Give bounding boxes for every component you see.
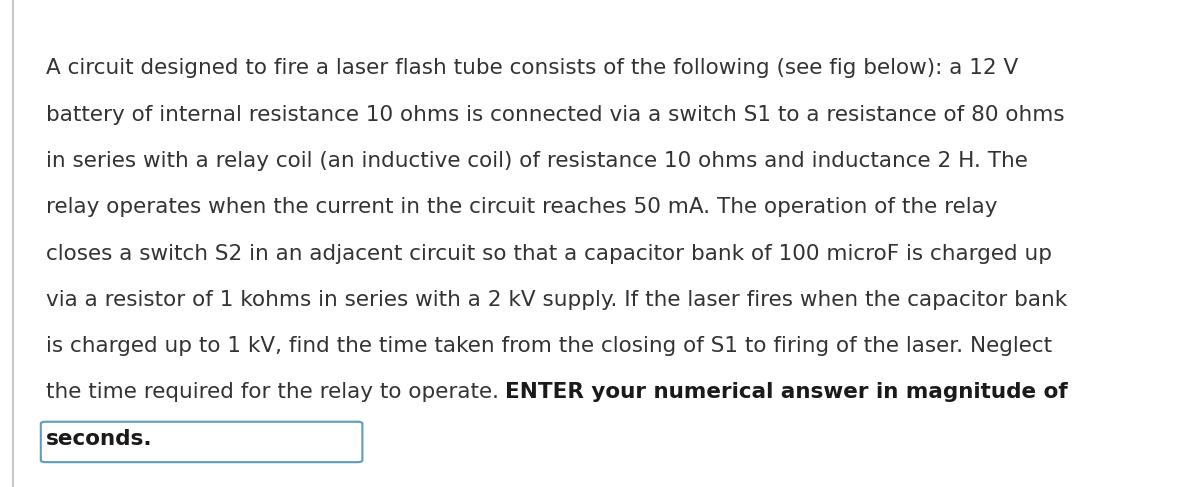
FancyBboxPatch shape (41, 422, 362, 462)
Text: closes a switch S2 in an adjacent circuit so that a capacitor bank of 100 microF: closes a switch S2 in an adjacent circui… (46, 244, 1051, 263)
Text: the time required for the relay to operate.: the time required for the relay to opera… (46, 382, 505, 402)
Text: A circuit designed to fire a laser flash tube consists of the following (see fig: A circuit designed to fire a laser flash… (46, 58, 1018, 78)
Text: seconds.: seconds. (46, 429, 152, 449)
Text: is charged up to 1 kV, find the time taken from the closing of S1 to firing of t: is charged up to 1 kV, find the time tak… (46, 336, 1051, 356)
Text: ENTER your numerical answer in magnitude of: ENTER your numerical answer in magnitude… (505, 382, 1068, 402)
Text: in series with a relay coil (an inductive coil) of resistance 10 ohms and induct: in series with a relay coil (an inductiv… (46, 151, 1027, 171)
Text: via a resistor of 1 kohms in series with a 2 kV supply. If the laser fires when : via a resistor of 1 kohms in series with… (46, 290, 1067, 310)
Text: battery of internal resistance 10 ohms is connected via a switch S1 to a resista: battery of internal resistance 10 ohms i… (46, 105, 1064, 125)
Text: relay operates when the current in the circuit reaches 50 mA. The operation of t: relay operates when the current in the c… (46, 197, 997, 217)
